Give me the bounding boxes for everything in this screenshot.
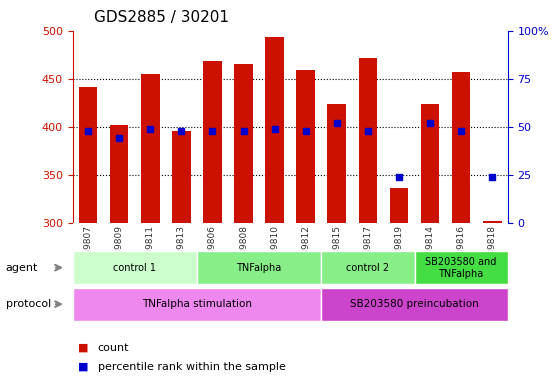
Bar <box>296 70 315 223</box>
Bar <box>421 104 439 223</box>
Bar <box>265 38 284 223</box>
Text: GDS2885 / 30201: GDS2885 / 30201 <box>94 10 229 25</box>
Bar <box>389 188 408 223</box>
FancyBboxPatch shape <box>73 252 197 284</box>
Bar <box>483 221 502 223</box>
FancyBboxPatch shape <box>197 252 321 284</box>
Bar <box>328 104 346 223</box>
Text: protocol: protocol <box>6 299 51 309</box>
Text: percentile rank within the sample: percentile rank within the sample <box>98 362 286 372</box>
Text: ■: ■ <box>78 362 89 372</box>
Text: control 2: control 2 <box>347 263 389 273</box>
FancyBboxPatch shape <box>321 288 508 321</box>
Text: TNFalpha: TNFalpha <box>237 263 282 273</box>
Text: agent: agent <box>6 263 38 273</box>
Text: SB203580 and
TNFalpha: SB203580 and TNFalpha <box>425 257 497 279</box>
Bar <box>234 65 253 223</box>
Bar <box>452 72 470 223</box>
FancyBboxPatch shape <box>321 252 415 284</box>
Bar <box>141 74 160 223</box>
Text: SB203580 preincubation: SB203580 preincubation <box>350 299 479 310</box>
FancyBboxPatch shape <box>415 252 508 284</box>
Bar <box>203 61 222 223</box>
FancyBboxPatch shape <box>73 288 321 321</box>
Bar <box>172 131 191 223</box>
Bar <box>359 58 377 223</box>
Text: control 1: control 1 <box>113 263 156 273</box>
Text: TNFalpha stimulation: TNFalpha stimulation <box>142 299 252 310</box>
Bar <box>79 88 98 223</box>
Bar <box>110 125 128 223</box>
Text: ■: ■ <box>78 343 89 353</box>
Text: count: count <box>98 343 129 353</box>
